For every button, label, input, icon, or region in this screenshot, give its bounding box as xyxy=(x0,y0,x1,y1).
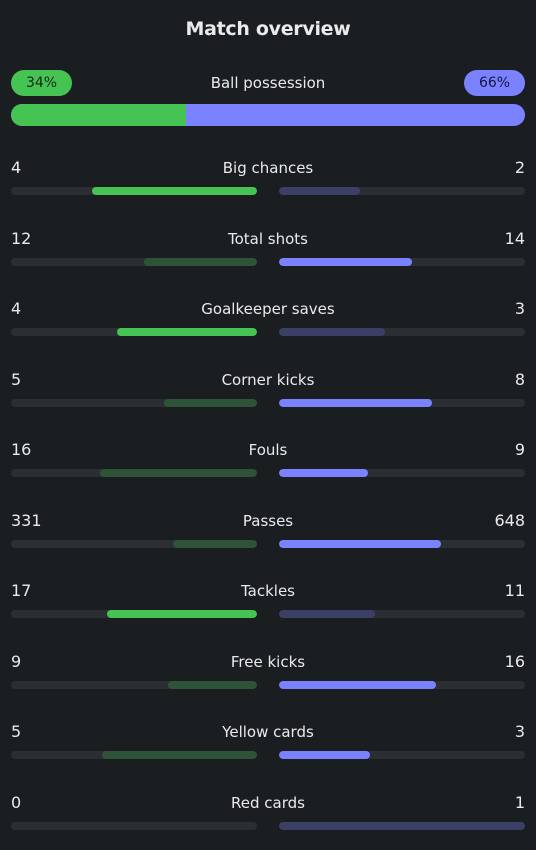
home-bar-fill xyxy=(92,187,257,195)
home-bar-fill xyxy=(168,681,257,689)
away-bar-track xyxy=(279,399,525,407)
away-bar-fill xyxy=(279,399,432,407)
home-bar-fill xyxy=(116,328,257,336)
stat-label: Passes xyxy=(242,512,294,530)
home-bar-fill xyxy=(143,258,257,266)
away-bar-track xyxy=(279,751,525,759)
home-bar-track xyxy=(11,258,257,266)
home-value: 0 xyxy=(11,793,22,812)
away-bar-fill xyxy=(279,187,361,195)
away-value: 3 xyxy=(514,299,525,318)
home-value: 12 xyxy=(11,229,32,248)
stat-row: 9 Free kicks 16 xyxy=(11,652,525,694)
stat-label: Total shots xyxy=(228,230,308,248)
away-bar-fill xyxy=(279,469,368,477)
stat-row: 331 Passes 648 xyxy=(11,511,525,553)
home-value: 9 xyxy=(11,652,22,671)
home-bar-track xyxy=(11,540,257,548)
stat-row: 17 Tackles 11 xyxy=(11,581,525,623)
stat-label: Red cards xyxy=(231,794,305,812)
stat-label: Yellow cards xyxy=(222,723,314,741)
away-value: 1 xyxy=(514,793,525,812)
stat-row: 5 Yellow cards 3 xyxy=(11,722,525,764)
away-value: 16 xyxy=(504,652,525,671)
home-bar-track xyxy=(11,681,257,689)
away-bar-fill xyxy=(279,822,525,830)
home-bar-track xyxy=(11,751,257,759)
away-value: 3 xyxy=(514,722,525,741)
away-bar-fill xyxy=(279,328,385,336)
possession-row: 34% Ball possession 66% xyxy=(11,70,525,96)
away-value: 8 xyxy=(514,370,525,389)
home-bar-track xyxy=(11,822,257,830)
away-value: 648 xyxy=(494,511,525,530)
stat-row: 4 Goalkeeper saves 3 xyxy=(11,299,525,341)
stat-row: 0 Red cards 1 xyxy=(11,793,525,835)
home-bar-fill xyxy=(163,399,257,407)
away-possession-badge: 66% xyxy=(464,70,525,96)
away-value: 11 xyxy=(504,581,525,600)
away-bar-track xyxy=(279,187,525,195)
home-value: 4 xyxy=(11,299,22,318)
home-value: 16 xyxy=(11,440,32,459)
home-value: 5 xyxy=(11,370,22,389)
away-bar-track xyxy=(279,469,525,477)
home-bar-fill xyxy=(99,469,257,477)
away-bar-fill xyxy=(279,681,437,689)
home-bar-track xyxy=(11,399,257,407)
away-bar-track xyxy=(279,540,525,548)
away-bar-track xyxy=(279,610,525,618)
away-value: 14 xyxy=(504,229,525,248)
home-bar-fill xyxy=(102,751,257,759)
stat-row: 4 Big chances 2 xyxy=(11,158,525,200)
stat-row: 16 Fouls 9 xyxy=(11,440,525,482)
stat-label: Corner kicks xyxy=(221,371,315,389)
away-bar-track xyxy=(279,681,525,689)
away-bar-track xyxy=(279,258,525,266)
home-value: 5 xyxy=(11,722,22,741)
possession-bar xyxy=(11,104,525,126)
home-value: 331 xyxy=(11,511,42,530)
home-bar-track xyxy=(11,469,257,477)
stat-label: Fouls xyxy=(248,441,288,459)
stat-row: 12 Total shots 14 xyxy=(11,229,525,271)
home-bar-fill xyxy=(106,610,257,618)
away-bar-fill xyxy=(279,540,442,548)
home-bar-track xyxy=(11,187,257,195)
home-value: 4 xyxy=(11,158,22,177)
stat-label: Big chances xyxy=(222,159,314,177)
home-value: 17 xyxy=(11,581,32,600)
possession-bar-home-fill xyxy=(11,104,186,126)
away-bar-fill xyxy=(279,610,375,618)
stat-label: Free kicks xyxy=(230,653,306,671)
stat-label: Goalkeeper saves xyxy=(201,300,335,318)
away-bar-track xyxy=(279,822,525,830)
home-bar-track xyxy=(11,610,257,618)
stat-row: 5 Corner kicks 8 xyxy=(11,370,525,412)
away-bar-fill xyxy=(279,751,371,759)
stat-label: Tackles xyxy=(240,582,296,600)
home-possession-badge: 34% xyxy=(11,70,72,96)
page-title: Match overview xyxy=(185,18,351,40)
home-bar-fill xyxy=(173,540,257,548)
away-value: 9 xyxy=(514,440,525,459)
possession-label: Ball possession xyxy=(210,74,326,92)
away-bar-fill xyxy=(279,258,412,266)
away-value: 2 xyxy=(514,158,525,177)
home-bar-track xyxy=(11,328,257,336)
away-bar-track xyxy=(279,328,525,336)
